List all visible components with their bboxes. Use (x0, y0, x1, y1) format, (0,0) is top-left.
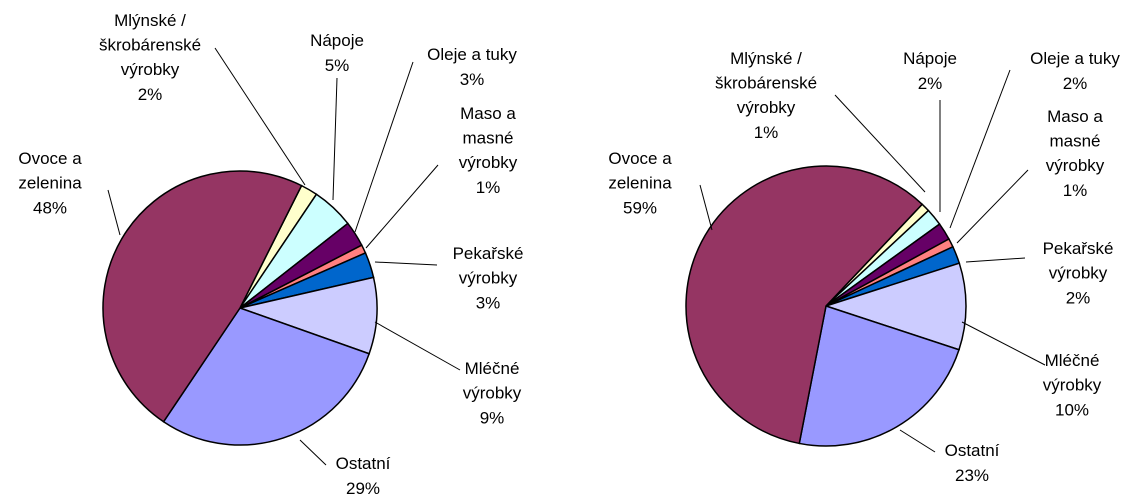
leader-line (961, 321, 1046, 366)
slice-value-label: 2% (138, 85, 163, 104)
slice-value-label: 3% (460, 70, 485, 89)
leader-line (956, 169, 1029, 244)
slice-value-label: 23% (955, 466, 989, 485)
leader-line (107, 189, 121, 236)
slice-value-label: 1% (476, 178, 501, 197)
leader-line (374, 321, 461, 371)
leader-line (949, 69, 1011, 229)
leader-line (965, 257, 1026, 263)
pie-slice (162, 307, 371, 446)
slice-label: Mléčné výrobky (463, 359, 522, 403)
slice-label: Nápoje (903, 49, 957, 68)
slice-label: Oleje a tuky (1030, 49, 1120, 68)
slice-value-label: 1% (1063, 181, 1088, 200)
slice-label: Nápoje (310, 31, 364, 50)
slice-value-label: 29% (346, 479, 380, 494)
slice-label: Mléčné výrobky (1043, 351, 1102, 395)
slice-value-label: 2% (1063, 74, 1088, 93)
slice-value-label: 48% (33, 198, 67, 217)
leader-line (899, 429, 936, 453)
leader-line (374, 261, 438, 266)
leader-line (332, 77, 338, 201)
slice-value-label: 2% (918, 74, 943, 93)
slice-label: Pekařské výrobky (1043, 239, 1114, 283)
pie-slice (823, 262, 967, 351)
slice-label: Ovoce a zelenina (18, 149, 82, 193)
slice-value-label: 1% (754, 123, 779, 142)
slice-value-label: 5% (325, 56, 350, 75)
slice-label: Ostatní (336, 454, 391, 473)
slice-value-label: 10% (1055, 400, 1089, 419)
pie-slice (102, 170, 303, 423)
slice-value-label: 59% (623, 198, 657, 217)
slice-value-label: 9% (480, 408, 505, 427)
slice-label: Ovoce a zelenina (608, 149, 672, 193)
leader-line (299, 439, 327, 466)
slice-value-label: 3% (476, 293, 501, 312)
slice-label: Ostatní (945, 441, 1000, 460)
pie-slice (798, 305, 960, 447)
slice-value-label: 2% (1066, 288, 1091, 307)
pie-slice (685, 165, 924, 445)
slice-label: Mlýnské / škrobárenské výrobky (715, 49, 817, 117)
leader-line (365, 164, 439, 249)
leader-line (699, 184, 713, 231)
slice-label: Maso a masné výrobky (1046, 107, 1105, 175)
slice-label: Pekařské výrobky (453, 244, 524, 288)
leader-line (834, 94, 926, 193)
leader-line (214, 47, 306, 186)
slice-label: Oleje a tuky (427, 45, 517, 64)
leader-line (354, 61, 414, 233)
slice-label: Mlýnské / škrobárenské výrobky (99, 11, 201, 79)
slice-label: Maso a masné výrobky (459, 104, 518, 172)
